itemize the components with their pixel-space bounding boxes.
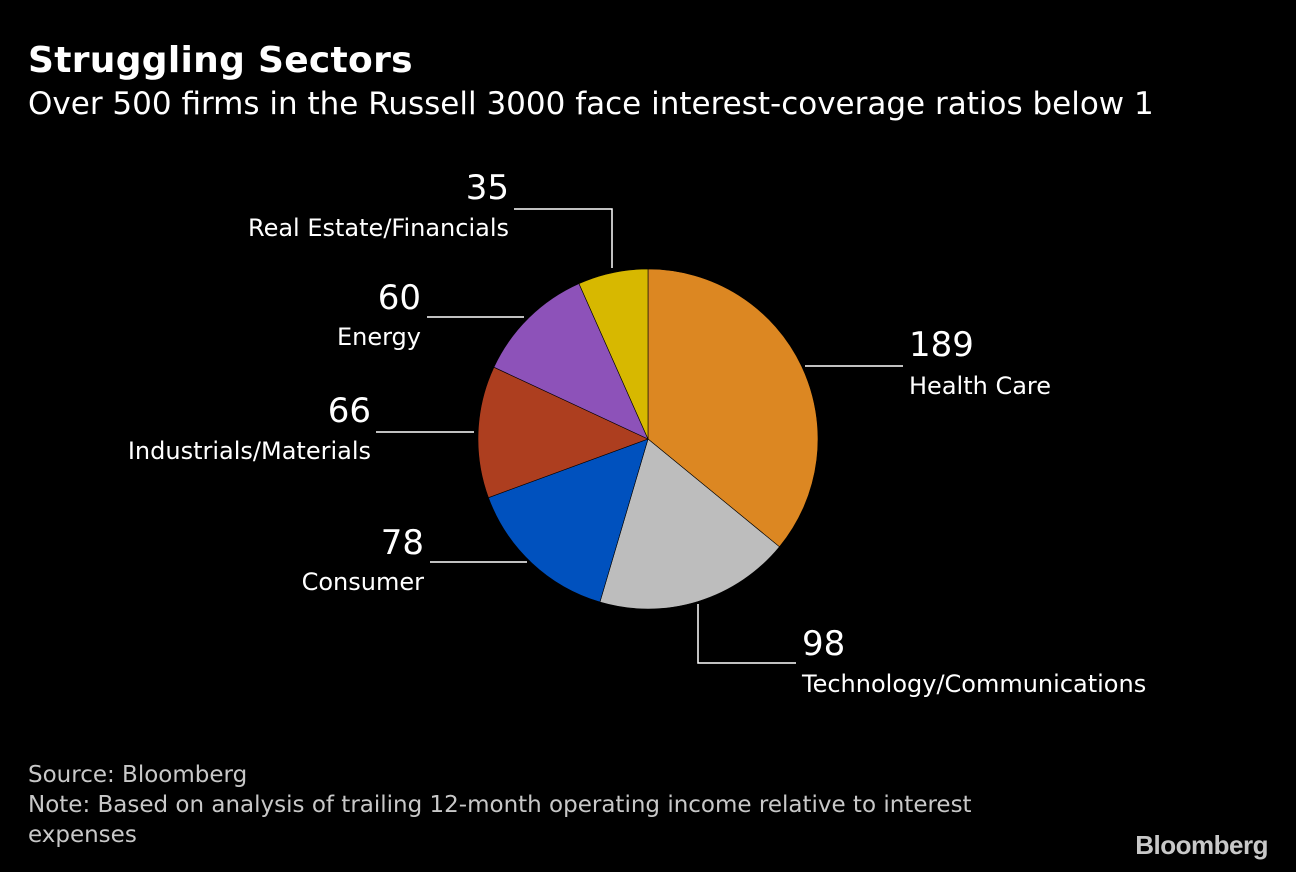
pie-slice-energy bbox=[493, 283, 649, 440]
chart-footer: Source: Bloomberg Note: Based on analysi… bbox=[28, 760, 1078, 850]
data-label-category-real-estate-financials: Real Estate/Financials bbox=[248, 214, 509, 242]
pie-slice-industrials-materials bbox=[477, 366, 649, 499]
leader-line-technology-communications bbox=[697, 604, 796, 664]
leader-line-real-estate-financials bbox=[514, 208, 613, 268]
data-label-category-industrials-materials: Industrials/Materials bbox=[128, 437, 371, 465]
chart-title: Struggling Sectors bbox=[28, 40, 413, 81]
data-label-value-consumer: 78 bbox=[381, 523, 424, 563]
data-label-category-consumer: Consumer bbox=[302, 568, 425, 596]
pie-slice-consumer bbox=[488, 438, 649, 603]
chart-subtitle: Over 500 firms in the Russell 3000 face … bbox=[28, 86, 1154, 122]
data-label-value-real-estate-financials: 35 bbox=[466, 168, 509, 208]
data-label-category-energy: Energy bbox=[337, 323, 421, 351]
data-label-value-technology-communications: 98 bbox=[802, 624, 845, 664]
pie-slice-technology-communications bbox=[599, 438, 780, 610]
source-note: Source: Bloomberg bbox=[28, 762, 248, 788]
pie-slice-health-care bbox=[647, 268, 819, 548]
pie-slice-real-estate-financials bbox=[578, 268, 649, 440]
data-label-category-health-care: Health Care bbox=[909, 372, 1051, 400]
data-label-value-industrials-materials: 66 bbox=[328, 391, 371, 431]
data-label-value-energy: 60 bbox=[378, 278, 421, 318]
bloomberg-logo: Bloomberg bbox=[1135, 830, 1268, 860]
data-label-value-health-care: 189 bbox=[909, 325, 974, 365]
methodology-note: Note: Based on analysis of trailing 12-m… bbox=[28, 792, 972, 848]
data-label-category-technology-communications: Technology/Communications bbox=[801, 670, 1146, 698]
